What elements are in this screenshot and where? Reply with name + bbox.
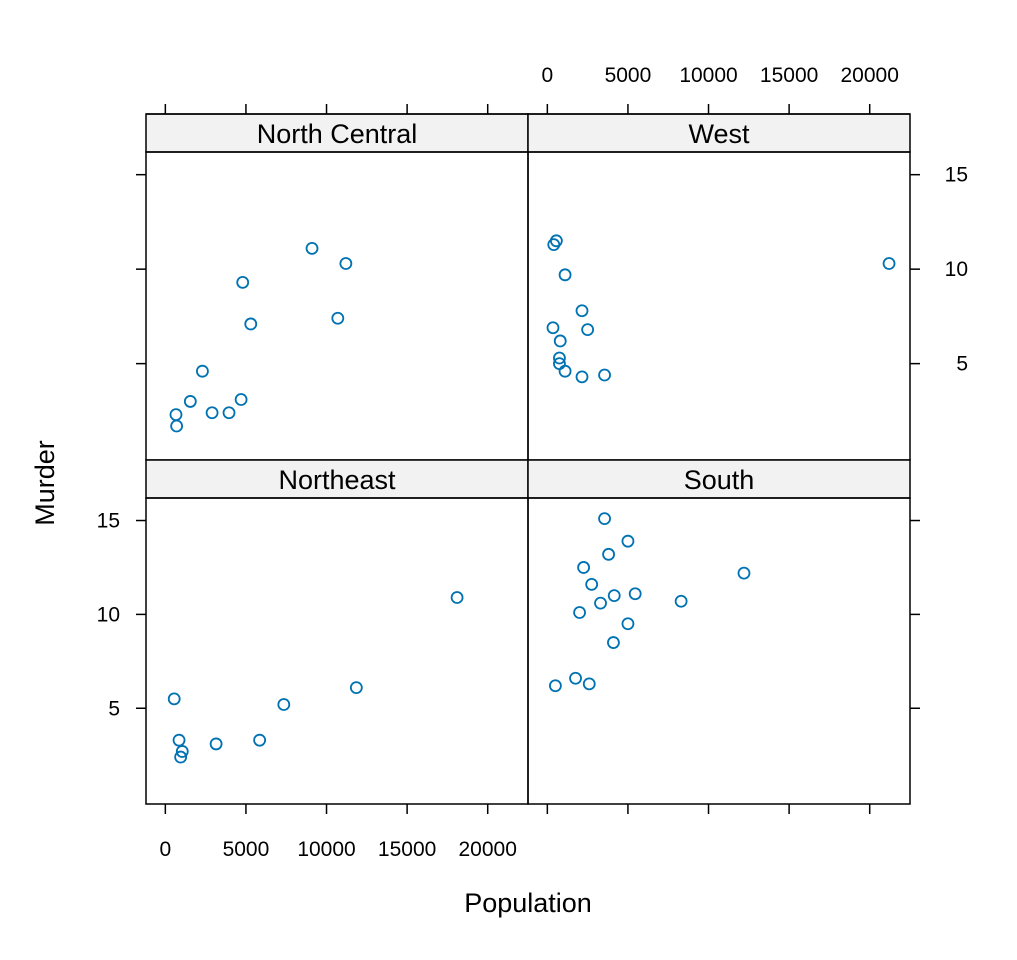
strip-west: [527, 113, 911, 153]
data-point: [575, 370, 589, 384]
x-tick-label: 10000: [297, 838, 355, 861]
data-point: [174, 750, 188, 764]
data-point: [244, 317, 258, 331]
data-point: [196, 364, 209, 378]
data-point: [737, 566, 751, 580]
x-tick-label: 15000: [378, 838, 436, 861]
data-point: [549, 679, 562, 693]
panels-layer: North Central West Northeast South: [145, 113, 911, 805]
data-point: [882, 257, 896, 270]
data-point: [549, 234, 563, 248]
data-point: [553, 334, 567, 348]
data-point: [582, 677, 596, 691]
data-point: [598, 512, 611, 526]
panel-south: South: [527, 459, 911, 805]
panel-west: West: [527, 113, 911, 461]
data-point: [602, 547, 615, 561]
data-point: [331, 311, 345, 325]
y-tick-label: 10: [97, 603, 120, 626]
strip-label-north-central: North Central: [257, 119, 418, 149]
panel-frame-south: [527, 497, 911, 805]
data-point: [205, 406, 219, 420]
data-point: [575, 304, 589, 318]
y-tick-label: 15: [945, 164, 968, 187]
data-point: [621, 617, 635, 631]
data-point: [222, 406, 236, 420]
x-axis-title: Population: [464, 888, 592, 918]
data-point: [607, 589, 621, 603]
data-point: [558, 268, 572, 282]
data-point: [573, 606, 586, 619]
data-point: [553, 351, 566, 365]
axes-layer: 0 0 5000 5000 10000 10000 15000 15000 20000 20000…: [97, 64, 968, 861]
y-tick-label: 15: [97, 510, 120, 533]
data-point: [172, 733, 186, 747]
data-point: [569, 671, 582, 685]
y-axis-title: Murder: [30, 440, 60, 526]
strip-label-south: South: [684, 465, 755, 495]
strip-label-west: West: [688, 119, 750, 149]
data-point: [277, 698, 291, 711]
x-tick-label: 0: [541, 64, 553, 87]
x-tick-label: 20000: [459, 838, 517, 861]
strip-label-northeast: Northeast: [278, 465, 396, 495]
data-point: [169, 408, 183, 422]
panel-frame-northeast: [145, 497, 529, 805]
x-tick-label: 10000: [679, 64, 737, 87]
data-point: [581, 323, 595, 337]
data-point: [598, 368, 611, 382]
data-point: [585, 577, 599, 591]
data-point: [170, 419, 184, 433]
y-tick-label: 5: [956, 353, 968, 376]
strip-south: [527, 459, 911, 499]
data-point: [547, 238, 561, 251]
x-tick-label: 15000: [760, 64, 818, 87]
data-point: [594, 596, 607, 610]
data-point: [628, 587, 642, 601]
x-tick-label: 5000: [605, 64, 652, 87]
panel-frame-north-central: [145, 151, 529, 461]
data-point: [621, 534, 635, 548]
data-point: [349, 681, 363, 695]
panel-northeast: Northeast: [145, 459, 529, 805]
data-point: [175, 745, 189, 758]
data-point: [167, 692, 181, 706]
strip-northeast: [145, 459, 529, 499]
data-point: [183, 395, 197, 408]
data-point: [558, 364, 572, 378]
y-tick-label: 10: [945, 258, 968, 281]
data-point: [674, 594, 688, 608]
data-point: [209, 737, 223, 751]
y-tick-label: 5: [108, 697, 120, 720]
data-point: [577, 561, 591, 574]
x-tick-label: 0: [159, 838, 171, 861]
data-point: [305, 241, 319, 255]
data-point: [253, 733, 267, 747]
x-tick-label: 5000: [223, 838, 270, 861]
data-point: [236, 275, 250, 289]
panel-north-central: North Central: [145, 113, 529, 461]
data-point: [339, 257, 353, 270]
data-point: [234, 393, 248, 406]
data-point: [546, 321, 560, 335]
data-point: [607, 636, 620, 649]
x-tick-label: 20000: [841, 64, 899, 87]
strip-north-central: [145, 113, 529, 153]
data-point: [450, 591, 464, 604]
